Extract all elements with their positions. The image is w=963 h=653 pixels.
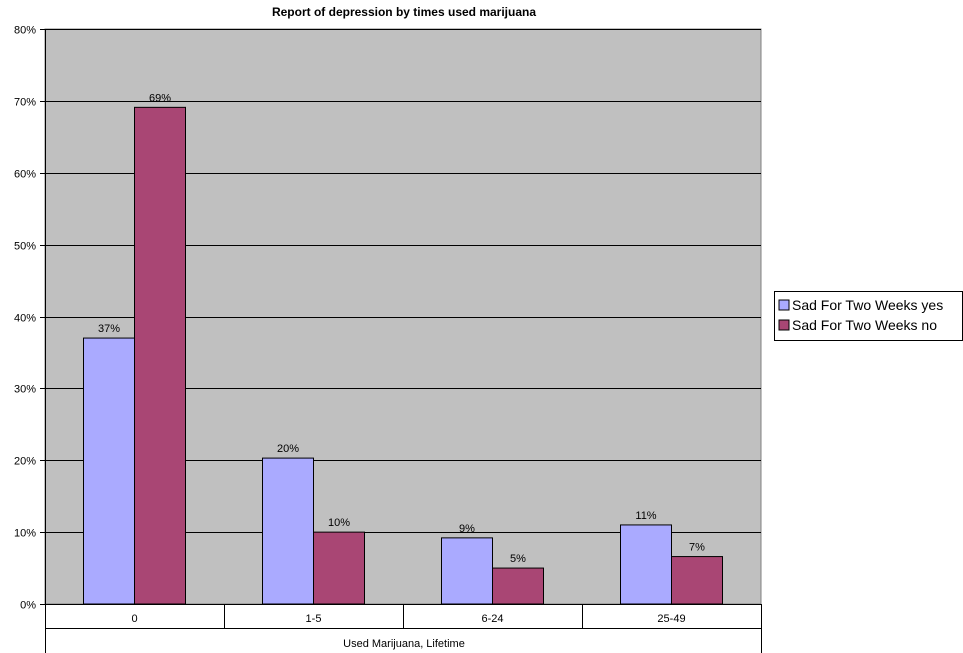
bar-yes — [620, 524, 672, 605]
legend-swatch — [778, 319, 790, 331]
data-label: 5% — [510, 553, 526, 565]
x-tick-label: 6-24 — [481, 613, 503, 625]
y-tick-label: 60% — [14, 169, 36, 181]
x-axis-label: Used Marijuana, Lifetime — [343, 638, 465, 650]
chart-title: Report of depression by times used marij… — [272, 5, 536, 19]
x-tick-label: 1-5 — [306, 613, 322, 625]
legend-label: Sad For Two Weeks no — [792, 317, 937, 333]
data-label: 7% — [689, 542, 705, 554]
x-tick-label: 25-49 — [657, 613, 685, 625]
y-tick-label: 30% — [14, 384, 36, 396]
y-tick-label: 0% — [20, 600, 36, 612]
bar-no — [671, 556, 723, 605]
bar-no — [313, 531, 365, 605]
y-tick-label: 20% — [14, 456, 36, 468]
data-label: 69% — [149, 92, 171, 104]
y-tick-label: 50% — [14, 241, 36, 253]
y-tick-label: 80% — [14, 25, 36, 37]
y-tick-label: 40% — [14, 313, 36, 325]
bar-yes — [83, 337, 135, 605]
x-tick-label: 0 — [131, 613, 137, 625]
bar-no — [134, 106, 186, 605]
legend-swatch — [778, 299, 790, 311]
data-label: 9% — [459, 523, 475, 535]
data-label: 37% — [98, 323, 120, 335]
legend: Sad For Two Weeks yes Sad For Two Weeks n… — [774, 291, 963, 341]
data-label: 10% — [328, 517, 350, 529]
y-tick-label: 70% — [14, 97, 36, 109]
data-label: 11% — [635, 510, 656, 522]
legend-label: Sad For Two Weeks yes — [792, 297, 943, 313]
data-label: 20% — [277, 443, 299, 455]
legend-box — [774, 291, 963, 341]
plot-area: 0% 10% 20% 30% 40% 50% 60% 70% 80% 37% 69% 0 20% 10% 1… — [14, 25, 762, 653]
bar-yes — [441, 537, 493, 605]
y-tick-label: 10% — [14, 528, 36, 540]
bar-yes — [262, 457, 314, 605]
bar-no — [492, 567, 544, 605]
